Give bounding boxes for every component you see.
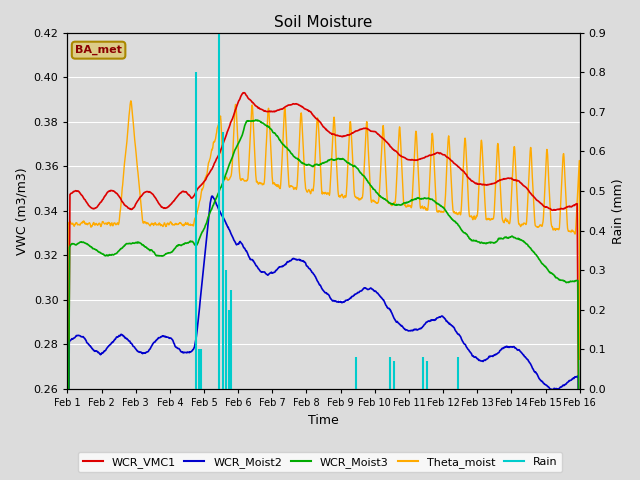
Y-axis label: Rain (mm): Rain (mm) [612,178,625,243]
Legend: WCR_VMC1, WCR_Moist2, WCR_Moist3, Theta_moist, Rain: WCR_VMC1, WCR_Moist2, WCR_Moist3, Theta_… [78,452,562,472]
Y-axis label: VWC (m3/m3): VWC (m3/m3) [15,167,28,254]
X-axis label: Time: Time [308,414,339,427]
Text: BA_met: BA_met [75,45,122,55]
Title: Soil Moisture: Soil Moisture [275,15,372,30]
